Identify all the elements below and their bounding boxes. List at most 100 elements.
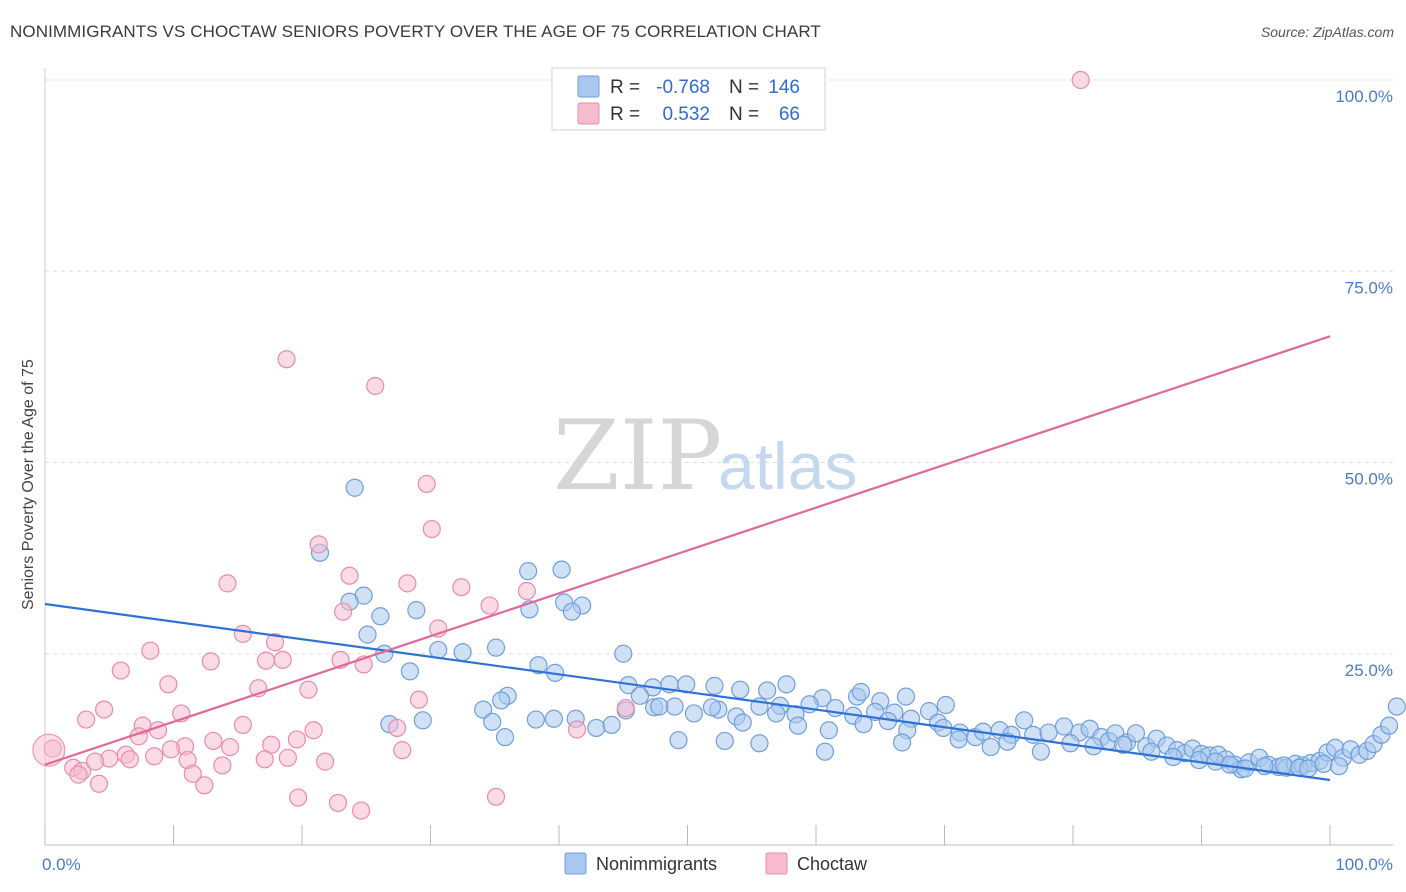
choctaw-point (89, 774, 109, 793)
nonimmigrants-point (949, 730, 968, 749)
choctaw-point (567, 720, 587, 739)
watermark: ZIP atlas (553, 400, 857, 512)
legend-n-label: N = (729, 104, 759, 125)
grid-lines (45, 79, 1393, 655)
y-tick-label: 50.0% (1345, 470, 1393, 489)
x-tick-label: 100.0% (1335, 855, 1393, 874)
nonimmigrants-point (486, 638, 506, 657)
nonimmigrants-point (1299, 759, 1318, 778)
choctaw-point (616, 698, 635, 718)
series-legend-label-nonimmigrants: Nonimmigrants (596, 854, 717, 874)
choctaw-point (69, 765, 88, 784)
nonimmigrants-point (665, 697, 684, 716)
nonimmigrants-point (715, 731, 734, 751)
choctaw-point (265, 633, 285, 652)
nonimmigrants-point (529, 656, 548, 675)
legend-n-value: 66 (779, 104, 800, 125)
choctaw-point (195, 776, 214, 795)
choctaw-point (352, 801, 371, 820)
trend-lines (44, 335, 1331, 782)
nonimmigrants-point (544, 709, 563, 728)
nonimmigrants-point (345, 478, 364, 497)
nonimmigrants-point (733, 713, 752, 732)
choctaw-point (141, 641, 160, 660)
choctaw-point (161, 740, 181, 759)
choctaw-point (86, 752, 105, 771)
nonimmigrants-point (815, 742, 835, 761)
nonimmigrants-point (562, 602, 581, 621)
choctaw-point (120, 750, 139, 769)
choctaw-point (334, 602, 353, 621)
choctaw-point (111, 661, 130, 680)
nonimmigrants-point (788, 716, 808, 735)
chart-title: NONIMMIGRANTS VS CHOCTAW SENIORS POVERTY… (10, 22, 821, 41)
choctaw-point (233, 715, 252, 734)
nonimmigrants-point (1274, 756, 1293, 775)
choctaw-point (340, 566, 359, 585)
choctaw-point (183, 764, 202, 783)
nonimmigrants-points (310, 478, 1406, 779)
legend-r-label: R = (610, 77, 640, 98)
nonimmigrants-point (614, 644, 633, 663)
nonimmigrants-point (684, 704, 704, 723)
choctaw-point (277, 350, 296, 369)
legend-r-label: R = (610, 104, 640, 125)
y-tick-label: 100.0% (1335, 87, 1393, 106)
legend-swatch-choctaw (577, 102, 600, 125)
y-tick-label: 25.0% (1345, 661, 1393, 680)
source-credit: Source: ZipAtlas.com (1260, 24, 1394, 40)
nonimmigrants-point (1380, 716, 1399, 735)
nonimmigrants-point (1387, 697, 1406, 716)
nonimmigrants-point (758, 681, 777, 700)
nonimmigrants-point (453, 643, 472, 662)
nonimmigrants-point (1039, 723, 1058, 742)
choctaw-point (409, 690, 429, 709)
legend-swatch-nonimmigrants (577, 75, 600, 98)
y-axis-label: Seniors Poverty Over the Age of 75 (20, 359, 37, 610)
choctaw-point (213, 756, 232, 775)
nonimmigrants-point (630, 686, 650, 705)
legend-n-label: N = (729, 77, 759, 98)
choctaw-point (486, 787, 506, 806)
choctaw-point (204, 731, 223, 751)
nonimmigrants-point (587, 718, 606, 738)
series-legend: Nonimmigrants Choctaw (564, 852, 868, 875)
choctaw-point (387, 718, 407, 738)
choctaw-point (398, 574, 417, 593)
nonimmigrants-point (400, 662, 420, 681)
correlation-legend: R = -0.768 N = 146 R = 0.532 N = 66 (551, 67, 826, 131)
choctaw-point (417, 474, 436, 494)
nonimmigrants-point (750, 734, 769, 753)
nonimmigrants-point (892, 733, 912, 752)
choctaw-point (289, 788, 308, 807)
choctaw-point (452, 578, 471, 597)
nonimmigrants-point (483, 712, 502, 731)
series-legend-swatch-nonimmigrants (564, 852, 587, 875)
nonimmigrants-point (495, 728, 515, 747)
choctaw-point (393, 741, 412, 760)
nonimmigrants-point (731, 680, 750, 699)
nonimmigrants-point (492, 691, 511, 710)
nonimmigrants-point (1314, 754, 1333, 774)
choctaw-point (287, 730, 306, 749)
choctaw-points (32, 70, 1090, 820)
watermark-zip: ZIP (553, 400, 722, 512)
nonimmigrants-point (552, 560, 571, 579)
legend-r-value: 0.532 (662, 104, 710, 125)
nonimmigrants-point (650, 697, 669, 716)
nonimmigrants-point (1189, 750, 1209, 770)
nonimmigrants-point (851, 682, 871, 702)
choctaw-point (304, 721, 323, 740)
nonimmigrants-point (429, 640, 448, 660)
nonimmigrants-point (602, 715, 621, 734)
nonimmigrants-point (767, 704, 786, 723)
nonimmigrants-point (1031, 742, 1050, 761)
nonimmigrants-point (936, 695, 955, 715)
watermark-atlas: atlas (718, 429, 857, 503)
choctaw-point (95, 700, 114, 719)
choctaw-point (233, 624, 252, 643)
nonimmigrants-point (407, 601, 426, 620)
nonimmigrants-point (1054, 717, 1074, 736)
nonimmigrants-point (371, 607, 390, 626)
